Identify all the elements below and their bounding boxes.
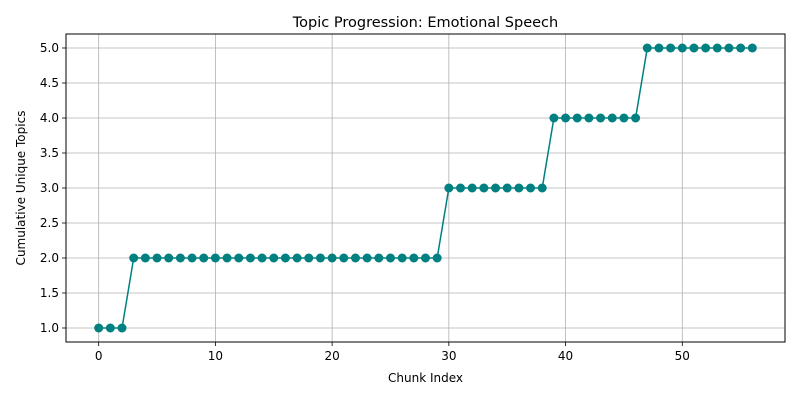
data-point xyxy=(712,43,722,53)
data-point xyxy=(631,113,641,123)
data-point xyxy=(245,253,255,263)
grid xyxy=(66,34,785,342)
data-point xyxy=(234,253,244,263)
data-point xyxy=(327,253,337,263)
data-point xyxy=(199,253,209,263)
y-tick-label: 1.5 xyxy=(40,286,59,300)
data-point xyxy=(747,43,757,53)
data-point xyxy=(491,183,501,193)
y-tick-label: 3.0 xyxy=(40,181,59,195)
data-point xyxy=(572,113,582,123)
data-point xyxy=(304,253,314,263)
data-point xyxy=(724,43,734,53)
data-point xyxy=(315,253,325,263)
data-point xyxy=(409,253,419,263)
data-point xyxy=(362,253,372,263)
data-point xyxy=(385,253,395,263)
data-point xyxy=(549,113,559,123)
data-point xyxy=(292,253,302,263)
axis-ticks: 0 10 20 30 40 50 1.0 1.5 2.0 2.5 3.0 3.5 4.0 4.5 5.0 xyxy=(40,41,690,363)
x-tick-label: 30 xyxy=(441,349,456,363)
data-point xyxy=(397,253,407,263)
data-point xyxy=(222,253,232,263)
y-tick-label: 4.5 xyxy=(40,76,59,90)
data-point xyxy=(689,43,699,53)
data-point xyxy=(596,113,606,123)
chart-title: Topic Progression: Emotional Speech xyxy=(292,15,558,31)
x-tick-label: 10 xyxy=(208,349,223,363)
data-point xyxy=(584,113,594,123)
data-point xyxy=(350,253,360,263)
data-point xyxy=(257,253,267,263)
data-point xyxy=(561,113,571,123)
data-point xyxy=(526,183,536,193)
data-point xyxy=(677,43,687,53)
data-point xyxy=(339,253,349,263)
data-point xyxy=(502,183,512,193)
data-point xyxy=(444,183,454,193)
data-point xyxy=(736,43,746,53)
y-tick-label: 3.5 xyxy=(40,146,59,160)
data-point xyxy=(514,183,524,193)
x-tick-label: 20 xyxy=(324,349,339,363)
y-tick-label: 2.0 xyxy=(40,251,59,265)
data-point xyxy=(280,253,290,263)
x-tick-label: 0 xyxy=(95,349,103,363)
y-axis-label: Cumulative Unique Topics xyxy=(14,111,28,266)
data-point xyxy=(666,43,676,53)
y-tick-label: 2.5 xyxy=(40,216,59,230)
data-point xyxy=(537,183,547,193)
data-point xyxy=(374,253,384,263)
data-point xyxy=(140,253,150,263)
data-point xyxy=(421,253,430,263)
data-point xyxy=(269,253,279,263)
data-point xyxy=(619,113,629,123)
x-axis-label: Chunk Index xyxy=(388,371,463,385)
data-point xyxy=(94,323,104,333)
data-point xyxy=(152,253,162,263)
data-point xyxy=(642,43,652,53)
x-tick-label: 50 xyxy=(675,349,690,363)
data-point xyxy=(117,323,127,333)
y-tick-label: 1.0 xyxy=(40,321,59,335)
data-point xyxy=(432,253,442,263)
y-tick-label: 4.0 xyxy=(40,111,59,125)
data-point xyxy=(129,253,139,263)
series-topics xyxy=(94,43,757,333)
y-tick-label: 5.0 xyxy=(40,41,59,55)
data-point xyxy=(479,183,489,193)
data-point xyxy=(164,253,174,263)
data-point xyxy=(187,253,197,263)
data-point xyxy=(607,113,617,123)
data-point xyxy=(701,43,711,53)
data-point xyxy=(456,183,466,193)
x-tick-label: 40 xyxy=(558,349,573,363)
data-point xyxy=(210,253,220,263)
data-point xyxy=(175,253,185,263)
data-point xyxy=(654,43,664,53)
data-point xyxy=(105,323,115,333)
data-point xyxy=(467,183,477,193)
